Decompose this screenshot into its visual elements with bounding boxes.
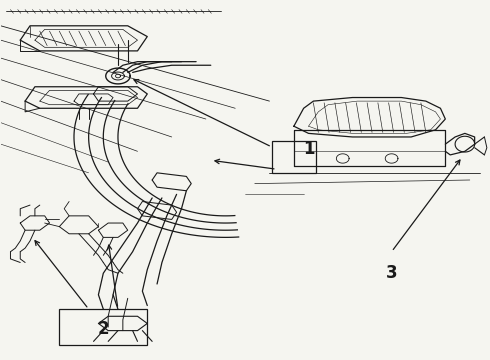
Text: 3: 3 [386, 264, 397, 282]
Text: 1: 1 [303, 140, 315, 158]
Text: 2: 2 [98, 320, 109, 338]
Bar [272, 140, 316, 173]
Bar [59, 309, 147, 345]
